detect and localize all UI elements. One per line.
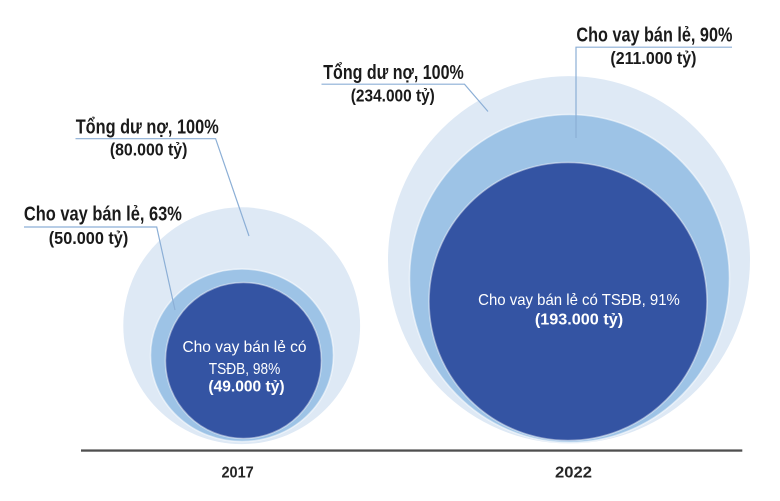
svg-text:(80.000 tỷ): (80.000 tỷ) xyxy=(110,140,188,160)
svg-text:(234.000 tỷ): (234.000 tỷ) xyxy=(351,86,435,106)
svg-text:(211.000 tỷ): (211.000 tỷ) xyxy=(610,48,696,68)
svg-text:2022: 2022 xyxy=(555,464,592,481)
svg-text:TSĐB, 98%: TSĐB, 98% xyxy=(209,361,281,378)
svg-text:Cho vay bán lẻ, 63%: Cho vay bán lẻ, 63% xyxy=(24,202,182,225)
svg-text:Tổng dư nợ, 100%: Tổng dư nợ, 100% xyxy=(323,61,464,84)
svg-text:(193.000 tỷ): (193.000 tỷ) xyxy=(535,312,623,329)
svg-text:(49.000 tỷ): (49.000 tỷ) xyxy=(208,379,284,396)
svg-text:Tổng dư nợ, 100%: Tổng dư nợ, 100% xyxy=(76,116,219,139)
svg-text:Cho vay bán lẻ có: Cho vay bán lẻ có xyxy=(183,339,307,356)
svg-text:2017: 2017 xyxy=(221,464,253,481)
svg-text:(50.000 tỷ): (50.000 tỷ) xyxy=(49,228,129,248)
svg-text:Cho vay bán lẻ, 90%: Cho vay bán lẻ, 90% xyxy=(576,23,732,46)
svg-text:Cho vay bán lẻ có TSĐB, 91%: Cho vay bán lẻ có TSĐB, 91% xyxy=(478,292,680,309)
